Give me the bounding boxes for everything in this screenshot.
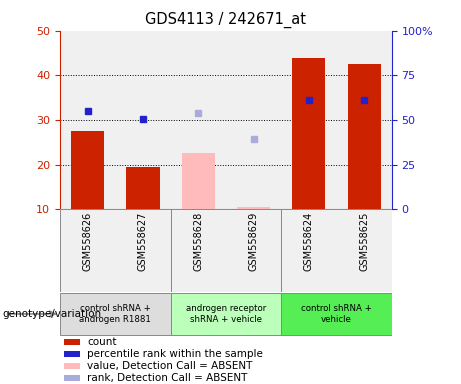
Bar: [182, 154, 215, 209]
Bar: [64, 363, 79, 369]
Bar: [171, 209, 281, 292]
Text: control shRNA +
vehicle: control shRNA + vehicle: [301, 304, 372, 324]
Text: GSM558625: GSM558625: [359, 212, 369, 271]
Bar: [292, 58, 325, 209]
Text: genotype/variation: genotype/variation: [2, 309, 101, 319]
Text: androgen receptor
shRNA + vehicle: androgen receptor shRNA + vehicle: [186, 304, 266, 324]
Text: GSM558624: GSM558624: [304, 212, 314, 271]
Text: value, Detection Call = ABSENT: value, Detection Call = ABSENT: [88, 361, 253, 371]
Text: GSM558627: GSM558627: [138, 212, 148, 271]
Text: rank, Detection Call = ABSENT: rank, Detection Call = ABSENT: [88, 373, 248, 383]
Title: GDS4113 / 242671_at: GDS4113 / 242671_at: [145, 12, 307, 28]
Text: GSM558626: GSM558626: [83, 212, 93, 271]
Bar: [64, 351, 79, 358]
Bar: [171, 293, 281, 335]
Bar: [281, 293, 392, 335]
Bar: [64, 339, 79, 346]
Text: GSM558629: GSM558629: [248, 212, 259, 271]
Bar: [60, 293, 171, 335]
Text: count: count: [88, 337, 117, 347]
Bar: [237, 207, 270, 209]
Bar: [64, 375, 79, 381]
Bar: [71, 131, 104, 209]
Text: percentile rank within the sample: percentile rank within the sample: [88, 349, 263, 359]
Text: control shRNA +
androgen R1881: control shRNA + androgen R1881: [79, 304, 151, 324]
Bar: [60, 209, 171, 292]
Text: GSM558628: GSM558628: [193, 212, 203, 271]
Bar: [126, 167, 160, 209]
Bar: [348, 64, 381, 209]
Bar: [281, 209, 392, 292]
